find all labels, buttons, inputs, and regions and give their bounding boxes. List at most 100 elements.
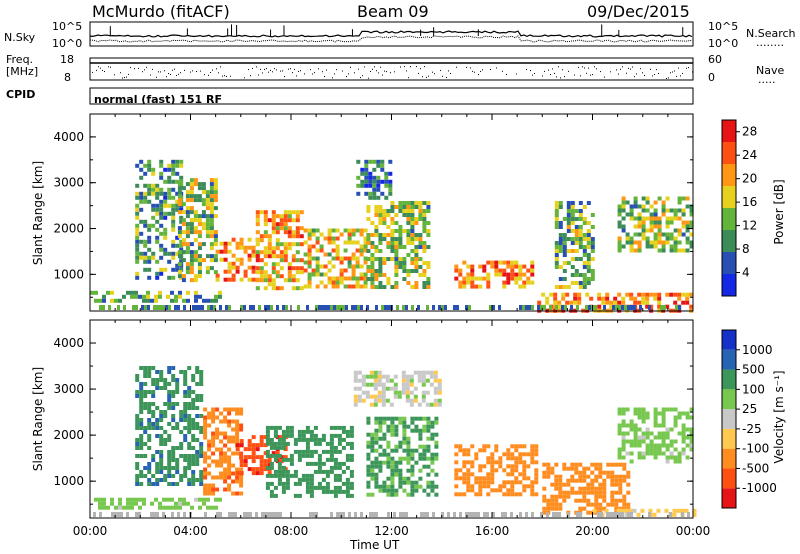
echo-cell <box>335 244 340 249</box>
ground-cell <box>219 512 222 517</box>
echo-cell <box>185 194 190 199</box>
echo-cell <box>398 484 403 489</box>
echo-cell <box>558 478 563 483</box>
echo-cell <box>255 258 260 263</box>
echo-cell <box>223 459 228 464</box>
echo-cell <box>171 394 176 398</box>
ground-cell <box>264 512 267 517</box>
echo-cell <box>199 474 204 478</box>
echo-cell <box>641 455 646 460</box>
ground-cell <box>99 305 102 310</box>
echo-cell <box>171 195 176 200</box>
echo-cell <box>394 285 399 289</box>
ground-cell <box>612 512 615 517</box>
echo-cell <box>384 179 389 184</box>
echo-cell <box>321 469 326 474</box>
echo-cell <box>147 426 152 430</box>
echo-cell <box>470 444 475 449</box>
echo-cell <box>625 439 630 444</box>
echo-cell <box>147 191 152 196</box>
echo-cell <box>355 256 360 261</box>
echo-cell <box>692 508 697 513</box>
echo-cell <box>594 502 599 507</box>
echo-cell <box>402 245 407 249</box>
echo-cell <box>606 474 611 479</box>
echo-cell <box>143 223 148 228</box>
nave-dot <box>288 68 289 70</box>
echo-cell <box>355 276 360 281</box>
nave-dot <box>336 69 337 71</box>
echo-cell <box>135 251 140 256</box>
echo-cell <box>309 489 314 494</box>
echo-cell <box>506 280 511 285</box>
echo-cell <box>171 207 176 212</box>
echo-cell <box>167 470 172 474</box>
echo-cell <box>578 506 583 511</box>
echo-cell <box>343 284 348 289</box>
echo-cell <box>207 415 212 420</box>
echo-cell <box>366 444 371 449</box>
echo-cell <box>366 257 371 261</box>
echo-cell <box>685 443 690 448</box>
echo-cell <box>299 258 304 263</box>
echo-cell <box>171 187 176 192</box>
echo-cell <box>175 466 180 470</box>
echo-cell <box>390 432 395 437</box>
echo-cell <box>570 237 575 241</box>
echo-cell <box>370 440 375 445</box>
echo-cell <box>617 447 622 452</box>
echo-cell <box>139 482 144 486</box>
echo-cell <box>645 208 650 213</box>
echo-cell <box>227 265 232 270</box>
echo-cell <box>677 248 682 253</box>
echo-cell <box>621 208 626 213</box>
nave-dot <box>466 66 467 68</box>
echo-cell <box>177 274 182 279</box>
echo-cell <box>681 208 686 213</box>
nave-dot <box>406 70 407 72</box>
echo-cell <box>562 245 567 249</box>
echo-cell <box>297 481 302 486</box>
echo-cell <box>526 276 531 281</box>
nave-dot <box>440 69 441 71</box>
echo-cell <box>213 178 218 183</box>
ground-cell <box>276 512 279 517</box>
echo-cell <box>179 478 184 482</box>
echo-cell <box>275 270 280 275</box>
echo-cell <box>327 252 332 257</box>
echo-cell <box>401 382 406 387</box>
echo-cell <box>223 455 228 460</box>
echo-cell <box>385 374 390 379</box>
echo-cell <box>374 225 379 229</box>
echo-cell <box>167 474 172 478</box>
echo-cell <box>191 390 196 394</box>
echo-cell <box>366 456 371 461</box>
echo-cell <box>171 171 176 176</box>
ground-cell <box>261 512 264 517</box>
echo-cell <box>178 290 182 295</box>
echo-cell <box>339 260 344 265</box>
echo-cell <box>171 474 176 478</box>
echo-cell <box>167 394 172 398</box>
nave-dot <box>372 68 373 70</box>
echo-cell <box>263 222 268 227</box>
echo-cell <box>673 292 678 297</box>
echo-cell <box>518 284 523 289</box>
echo-cell <box>490 480 495 485</box>
ground-cell <box>336 305 339 310</box>
ground-cell <box>393 512 396 517</box>
echo-cell <box>566 466 571 471</box>
echo-cell <box>155 478 160 482</box>
echo-cell <box>135 418 140 422</box>
nave-dot <box>626 72 627 74</box>
echo-cell <box>162 505 166 510</box>
echo-cell <box>582 494 587 499</box>
echo-cell <box>637 224 642 229</box>
echo-cell <box>629 248 634 253</box>
echo-cell <box>390 249 395 253</box>
echo-cell <box>139 167 144 172</box>
echo-cell <box>406 241 411 245</box>
echo-cell <box>277 461 282 466</box>
echo-cell <box>554 249 559 253</box>
echo-cell <box>621 300 626 305</box>
